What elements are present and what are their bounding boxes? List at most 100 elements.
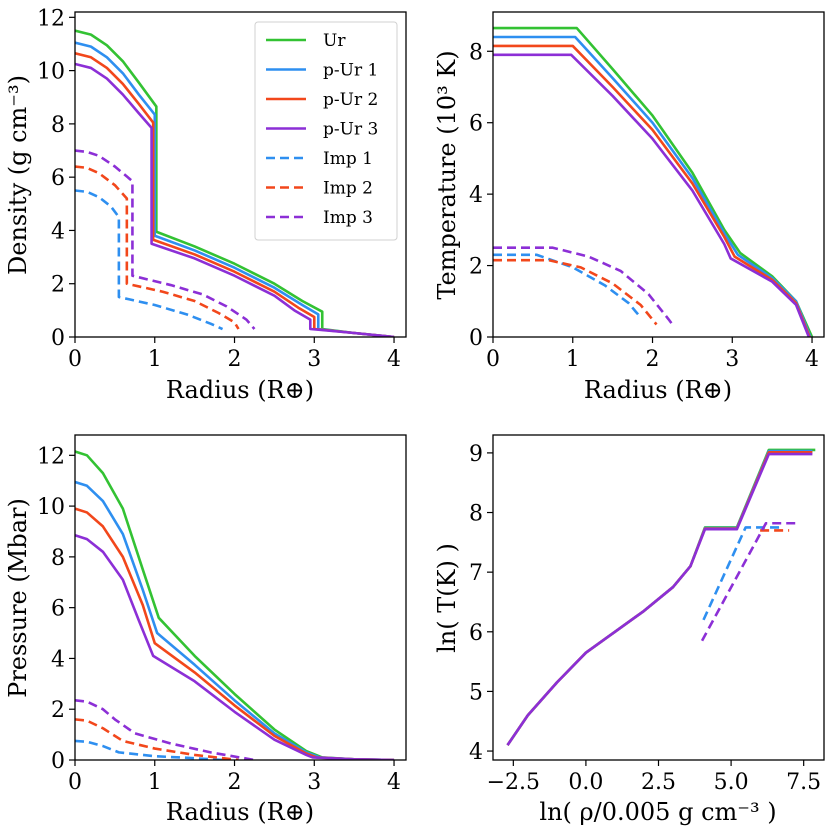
- density-ytick-label: 4: [51, 219, 65, 244]
- density-xlabel: Radius (R⊕): [166, 376, 314, 404]
- density-series-imp-3: [75, 149, 256, 330]
- lnT-series-p-ur-3: [506, 452, 813, 746]
- temperature-series-imp-1: [493, 253, 642, 319]
- pressure-xtick-label: 0: [68, 770, 82, 795]
- temperature-yticks: 0 2 4 6 8: [469, 40, 493, 351]
- temperature-axes-frame: [492, 11, 825, 338]
- legend-label: Imp 2: [323, 179, 373, 199]
- temperature-xtick-label: 4: [805, 347, 819, 372]
- temperature-series-p-ur-1: [493, 35, 812, 337]
- pressure-ytick-label: 10: [37, 495, 65, 520]
- temperature-ylabel: Temperature (10³ K): [433, 50, 461, 299]
- lnT-panel: −2.5 0.0 2.5 5.0 7.5 4 5 6 7 8 9 ln( ρ/0.005 g cm…: [433, 434, 825, 826]
- density-series-p-ur-3: [75, 62, 395, 337]
- lnT-xtick-label: 0.0: [568, 770, 603, 795]
- legend: Ur p-Ur 1 p-Ur 2 p-Ur 3 Imp 1 Imp 2 Imp 3: [254, 21, 398, 241]
- temperature-xtick-label: 2: [646, 347, 660, 372]
- temperature-series-imp-2: [493, 258, 658, 326]
- density-xtick-label: 3: [307, 347, 321, 372]
- temperature-ytick-label: 0: [469, 326, 483, 351]
- lnT-xtick-label: 5.0: [714, 770, 749, 795]
- lnT-xlabel: ln( ρ/0.005 g cm⁻³ ): [539, 798, 776, 826]
- legend-box: [254, 21, 398, 241]
- density-xtick-label: 4: [387, 347, 401, 372]
- temperature-ytick-label: 8: [469, 40, 483, 65]
- lnT-lines: [506, 448, 816, 746]
- pressure-ytick-label: 8: [51, 546, 65, 571]
- lnT-ytick-label: 7: [469, 561, 483, 586]
- density-series-ur: [75, 29, 395, 337]
- pressure-xtick-label: 1: [148, 770, 162, 795]
- pressure-series-imp-3: [75, 699, 255, 760]
- density-series-p-ur-1: [75, 41, 395, 337]
- temperature-panel: 0 1 2 3 4 0 2 4 6 8 Radius (R⊕) Temperature (10³…: [433, 11, 825, 404]
- legend-label: p-Ur 3: [323, 120, 378, 140]
- lnT-ytick-label: 6: [469, 621, 483, 646]
- pressure-series-p-ur-1: [75, 480, 395, 760]
- pressure-lines: [75, 450, 395, 760]
- density-xtick-label: 1: [148, 347, 162, 372]
- pressure-ytick-label: 4: [51, 647, 65, 672]
- density-series-p-ur-2: [75, 52, 395, 337]
- density-ylabel: Density (g cm⁻³): [4, 75, 32, 275]
- density-ytick-label: 8: [51, 113, 65, 138]
- legend-label: p-Ur 1: [323, 61, 378, 81]
- temperature-series-ur: [493, 26, 814, 337]
- lnT-xtick-label: 2.5: [641, 770, 676, 795]
- pressure-yticks: 0 2 4 6 8 10 12: [37, 444, 75, 774]
- pressure-ytick-label: 0: [51, 749, 65, 774]
- temperature-lines: [493, 26, 814, 337]
- lnT-ytick-label: 5: [469, 680, 483, 705]
- legend-items: Ur p-Ur 1 p-Ur 2 p-Ur 3 Imp 1 Imp 2 Imp 3: [266, 31, 378, 228]
- lnT-ytick-label: 9: [469, 442, 483, 467]
- pressure-ytick-label: 6: [51, 597, 65, 622]
- temperature-ytick-label: 2: [469, 255, 483, 280]
- lnT-series-imp-3: [700, 521, 798, 642]
- density-xtick-label: 2: [228, 347, 242, 372]
- pressure-series-p-ur-3: [75, 534, 395, 760]
- pressure-xtick-label: 3: [307, 770, 321, 795]
- legend-label: p-Ur 2: [323, 90, 378, 110]
- pressure-series-imp-1: [75, 739, 223, 760]
- density-ytick-label: 0: [51, 326, 65, 351]
- density-xticks: 0 1 2 3 4: [68, 337, 401, 372]
- temperature-xticks: 0 1 2 3 4: [486, 337, 819, 372]
- temperature-xtick-label: 1: [566, 347, 580, 372]
- density-ytick-label: 6: [51, 166, 65, 191]
- density-axes-frame: [74, 11, 407, 338]
- pressure-ytick-label: 2: [51, 698, 65, 723]
- lnT-ylabel: ln( T(K) ): [433, 543, 461, 653]
- lnT-yticks: 4 5 6 7 8 9: [469, 442, 493, 765]
- pressure-ylabel: Pressure (Mbar): [4, 498, 32, 698]
- temperature-series-imp-3: [493, 246, 674, 326]
- lnT-series-imp-1: [702, 526, 784, 621]
- pressure-axes-frame: [74, 434, 407, 761]
- density-xtick-label: 0: [68, 347, 82, 372]
- lnT-xtick-label: −2.5: [487, 770, 540, 795]
- legend-label: Imp 3: [323, 208, 373, 228]
- density-yticks: 0 2 4 6 8 10 12: [37, 6, 75, 351]
- pressure-series-imp-2: [75, 718, 239, 760]
- temperature-series-p-ur-2: [493, 44, 811, 337]
- pressure-xtick-label: 4: [387, 770, 401, 795]
- pressure-xtick-label: 2: [228, 770, 242, 795]
- pressure-xticks: 0 1 2 3 4: [68, 760, 401, 795]
- lnT-xtick-label: 7.5: [786, 770, 821, 795]
- temperature-ytick-label: 6: [469, 112, 483, 137]
- pressure-series-p-ur-2: [75, 507, 395, 760]
- density-ytick-label: 10: [37, 60, 65, 85]
- temperature-xlabel: Radius (R⊕): [584, 376, 732, 404]
- lnT-ytick-label: 8: [469, 502, 483, 527]
- density-ytick-label: 2: [51, 273, 65, 298]
- pressure-ytick-label: 12: [37, 444, 65, 469]
- density-series-imp-2: [75, 165, 240, 330]
- temperature-xtick-label: 3: [725, 347, 739, 372]
- density-ytick-label: 12: [37, 6, 65, 31]
- density-lines: [75, 29, 395, 337]
- temperature-xtick-label: 0: [486, 347, 500, 372]
- lnT-xticks: −2.5 0.0 2.5 5.0 7.5: [487, 760, 821, 795]
- lnT-ytick-label: 4: [469, 740, 483, 765]
- density-series-imp-1: [75, 189, 224, 331]
